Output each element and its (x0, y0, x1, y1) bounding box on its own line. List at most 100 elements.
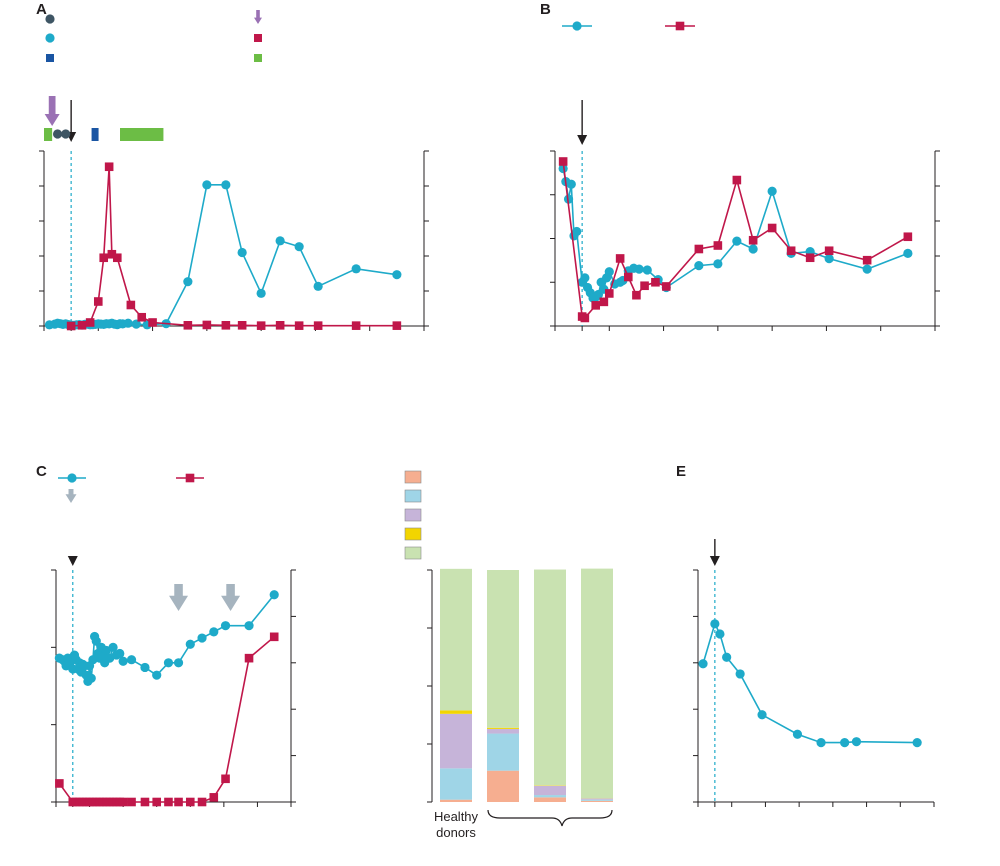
legend-swatch (404, 470, 422, 484)
data-point (55, 779, 64, 788)
legend-swatch (404, 508, 422, 522)
data-point (710, 619, 720, 629)
data-point (642, 265, 652, 275)
data-point (792, 729, 803, 739)
bar-segment (487, 770, 519, 802)
platelet-infusion-dot (61, 129, 71, 139)
data-point (244, 621, 254, 631)
legend-marker-immunoglobulins (254, 10, 262, 24)
data-point (840, 738, 850, 748)
data-point (694, 244, 704, 254)
data-point (661, 282, 671, 291)
data-point (148, 318, 157, 327)
data-point (118, 797, 128, 807)
data-point (108, 642, 118, 652)
romiplostim-bar (120, 128, 164, 141)
data-point (99, 253, 109, 263)
data-point (604, 267, 614, 277)
legend-marker-platelet-infusion (45, 14, 55, 24)
data-point (174, 797, 183, 807)
data-point (580, 313, 590, 323)
bar-segment (487, 570, 519, 728)
romiplostim-bar (44, 128, 53, 141)
x-category-label: donors (436, 825, 476, 840)
data-point (313, 281, 323, 291)
data-point (269, 590, 279, 600)
data-point (767, 186, 777, 196)
x-category-label: Healthy (434, 809, 479, 824)
legend-marker-car-t (254, 34, 262, 42)
panel-c: C (36, 463, 296, 807)
panel-letter: B (540, 1, 551, 18)
infusion-arrow-head (67, 556, 78, 566)
data-point (767, 223, 777, 233)
bar-segment (581, 568, 613, 799)
infusion-arrow-head (577, 135, 588, 145)
platelet-infusion-dot (52, 129, 63, 139)
panel-b: B (540, 1, 940, 331)
data-point (824, 254, 834, 264)
data-point (824, 246, 834, 256)
data-point (220, 621, 231, 631)
bar-segment (581, 800, 613, 802)
data-point (351, 321, 361, 330)
bar-segment (440, 799, 472, 802)
data-point (140, 797, 150, 807)
bar-segment (487, 727, 519, 729)
data-point (313, 321, 323, 330)
data-point (748, 244, 758, 254)
data-point (862, 255, 872, 265)
bar-segment (534, 569, 566, 786)
data-point (732, 175, 742, 185)
data-point (591, 301, 601, 310)
panel-letter: E (676, 463, 686, 480)
legend-marker-iron (65, 489, 77, 503)
bar-segment (440, 768, 472, 800)
data-point (256, 321, 266, 330)
bar-segment (581, 798, 613, 800)
data-point (558, 163, 568, 174)
data-point (126, 655, 137, 665)
data-point (640, 281, 649, 291)
data-point (164, 797, 173, 807)
data-point (237, 247, 247, 258)
immunoglobulin-arrow (44, 96, 60, 126)
data-point (85, 318, 95, 327)
legend-marker-romiplostim (254, 54, 262, 62)
data-point (722, 652, 732, 662)
bar-segment (534, 797, 566, 802)
data-point (209, 627, 219, 637)
data-point (127, 797, 136, 807)
data-point (694, 261, 704, 271)
data-point (392, 270, 402, 280)
panel-letter: C (36, 463, 47, 480)
data-point (107, 249, 117, 259)
data-point (163, 658, 174, 668)
data-point (615, 254, 625, 263)
legend-marker-platelets (45, 33, 55, 43)
data-point (183, 321, 193, 330)
data-point (183, 277, 193, 287)
data-point (185, 797, 195, 807)
legend-swatch (404, 546, 422, 560)
iron-arrow (221, 584, 241, 611)
data-point (698, 659, 708, 669)
data-point (173, 658, 184, 668)
infusion-arrow-head (709, 556, 720, 566)
bar-segment (440, 713, 472, 769)
data-point (632, 290, 641, 300)
data-point (152, 670, 162, 680)
data-point (275, 236, 285, 246)
data-point (912, 738, 922, 748)
data-point (237, 321, 247, 330)
legend-marker-leukocytes (572, 21, 582, 31)
data-point (851, 737, 862, 747)
data-point (66, 321, 76, 331)
data-point (805, 253, 815, 263)
data-point (786, 246, 796, 256)
data-point (118, 656, 128, 666)
data-point (732, 236, 742, 246)
data-point (563, 194, 574, 204)
data-point (816, 738, 826, 748)
